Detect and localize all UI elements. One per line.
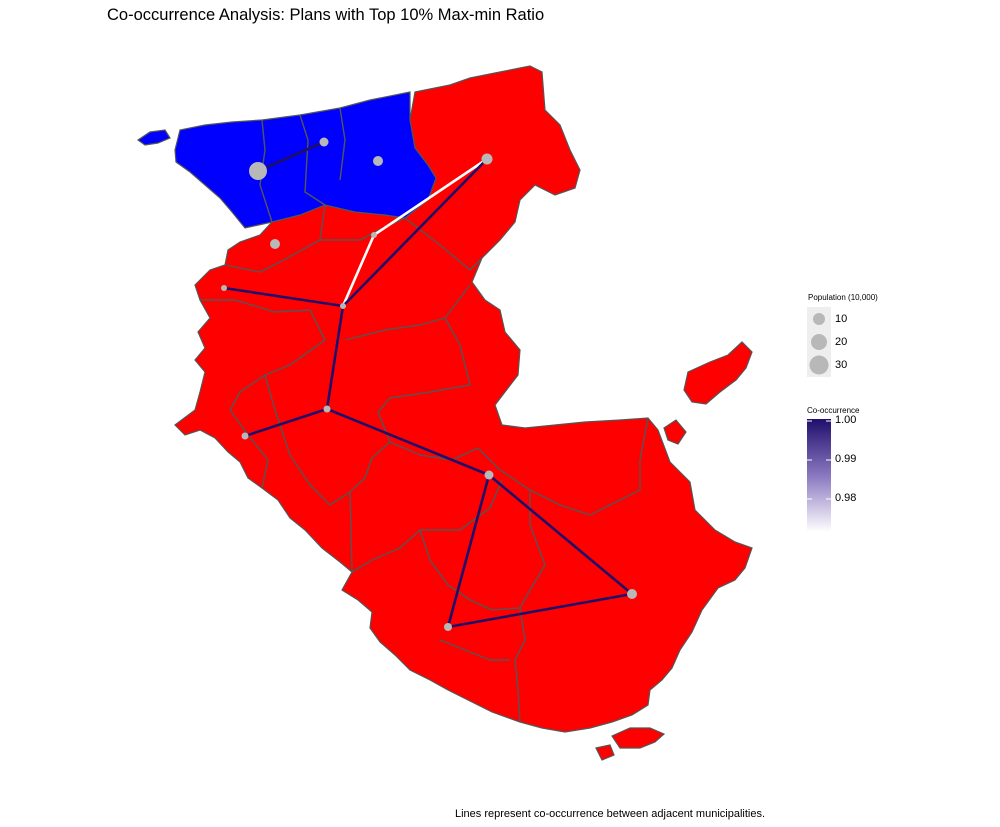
municipality-node [484, 470, 494, 480]
blue-island [136, 129, 171, 146]
municipality-nodes [221, 137, 637, 631]
municipality-node [323, 405, 331, 413]
population-legend-circle-10 [813, 313, 825, 325]
municipality-node [270, 239, 280, 249]
cooccurrence-line [372, 157, 489, 237]
red-island-south-small [595, 744, 615, 761]
municipality-node [373, 156, 383, 166]
population-legend-title: Population (10,000) [808, 293, 878, 302]
population-legend-circle-20 [811, 334, 827, 350]
municipality-node [481, 153, 493, 165]
cooccurrence-line [243, 407, 329, 438]
population-legend-circle-30 [809, 355, 829, 375]
cooccurrence-line [341, 157, 489, 308]
red-island-east [683, 341, 753, 405]
municipality-node [627, 589, 637, 599]
population-legend-label-30: 30 [835, 359, 848, 371]
cooccurrence-line [341, 233, 376, 308]
cooccurrence-tick-098: 0.98 [835, 492, 857, 504]
map-caption: Lines represent co-occurrence between ad… [455, 808, 766, 820]
municipality-node [241, 432, 249, 440]
municipality-node [371, 232, 377, 238]
cooccurrence-lines [222, 140, 634, 629]
population-legend-label-20: 20 [835, 336, 848, 348]
red-island-south [611, 727, 666, 749]
blue-district [174, 91, 437, 229]
cooccurrence-line [222, 286, 345, 308]
municipality-node [249, 162, 267, 180]
cooccurrence-colorbar [807, 419, 831, 532]
municipality-node [221, 285, 227, 291]
municipality-node [444, 623, 452, 631]
cooccurrence-line [325, 304, 345, 411]
municipality-node [319, 137, 329, 147]
cooccurrence-line [325, 407, 491, 477]
cooccurrence-line [446, 592, 634, 629]
cooccurrence-tick-099: 0.99 [835, 453, 857, 465]
cooccurrence-line [446, 473, 491, 629]
cooccurrence-line [487, 473, 634, 596]
cooccurrence-legend-title: Co-occurrence [807, 406, 860, 415]
map-title: Co-occurrence Analysis: Plans with Top 1… [107, 6, 545, 24]
red-island-small [663, 419, 687, 445]
cooccurrence-tick-100: 1.00 [835, 414, 857, 426]
colorbar-ticks [807, 420, 831, 500]
cooccurrence-line [256, 140, 326, 173]
population-legend-label-10: 10 [835, 313, 848, 325]
red-district [174, 65, 753, 733]
municipality-node [340, 303, 346, 309]
